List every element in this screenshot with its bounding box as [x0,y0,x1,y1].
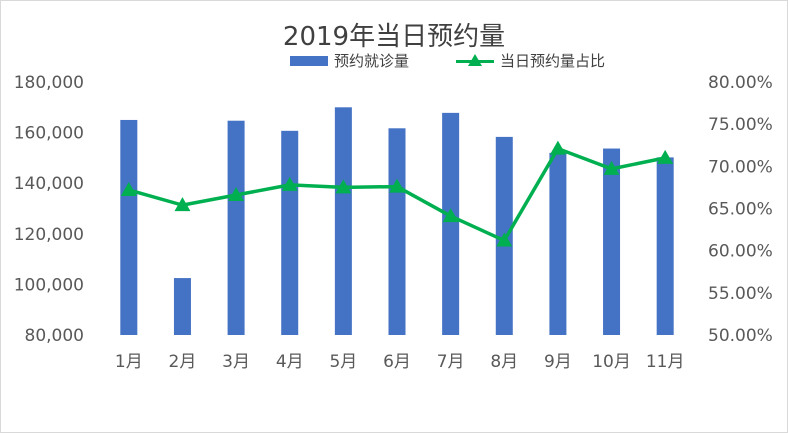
legend-line-triangle-icon [456,53,494,68]
x-tick-label: 2月 [169,352,197,372]
y-left-tick-label: 80,000 [25,326,84,346]
legend-item-line: 当日预约量占比 [456,50,605,71]
y-right-tick-label: 80.00% [708,73,773,93]
bar [173,278,191,335]
x-tick-label: 11月 [646,352,685,372]
line-marker-triangle [496,232,513,247]
line-marker-triangle [335,179,352,194]
line-marker-triangle [389,178,405,193]
line-marker-triangle [120,181,137,196]
y-left-tick-label: 180,000 [14,73,84,93]
y-right-tick-label: 50.00% [708,326,773,346]
bar [442,112,460,335]
y-right-tick-label: 70.00% [708,157,773,177]
line-marker-triangle [281,176,298,191]
y-left-tick-label: 100,000 [14,275,84,295]
chart-legend: 预约就诊量 当日预约量占比 [0,50,788,70]
bar [281,130,299,335]
legend-label-line: 当日预约量占比 [500,52,606,70]
bar [227,120,245,335]
y-right-tick-label: 75.00% [708,115,773,135]
chart-title: 2019年当日预约量 [282,22,506,52]
y-right-tick-label: 55.00% [708,284,773,304]
legend-label-bars: 预约就诊量 [334,52,410,70]
y-right-tick-label: 65.00% [708,200,773,220]
line-marker-triangle [442,208,459,223]
x-tick-label: 3月 [222,352,250,372]
y-left-tick-label: 120,000 [14,225,84,245]
line-marker-triangle [603,160,620,175]
legend-bar-swatch-icon [290,55,328,66]
y-left-tick-label: 160,000 [14,124,84,144]
x-tick-label: 7月 [437,352,465,372]
bar [120,119,138,335]
line-marker-triangle [228,187,245,202]
line-marker-triangle [174,197,191,212]
bar [656,157,674,335]
x-tick-label: 1月 [115,352,143,372]
line-marker-triangle [549,140,566,155]
line-marker-triangle [657,149,674,164]
bar [549,152,567,335]
x-tick-label: 10月 [592,352,631,372]
y-left-tick-label: 140,000 [14,174,84,194]
bar [603,148,621,335]
x-tick-label: 8月 [490,352,518,372]
x-tick-label: 4月 [276,352,304,372]
x-tick-label: 5月 [329,352,357,372]
y-right-tick-label: 60.00% [708,242,773,262]
legend-item-bars: 预约就诊量 [290,50,409,71]
x-tick-label: 9月 [544,352,572,372]
bar [334,107,352,335]
bar [388,128,406,335]
x-tick-label: 6月 [383,352,411,372]
